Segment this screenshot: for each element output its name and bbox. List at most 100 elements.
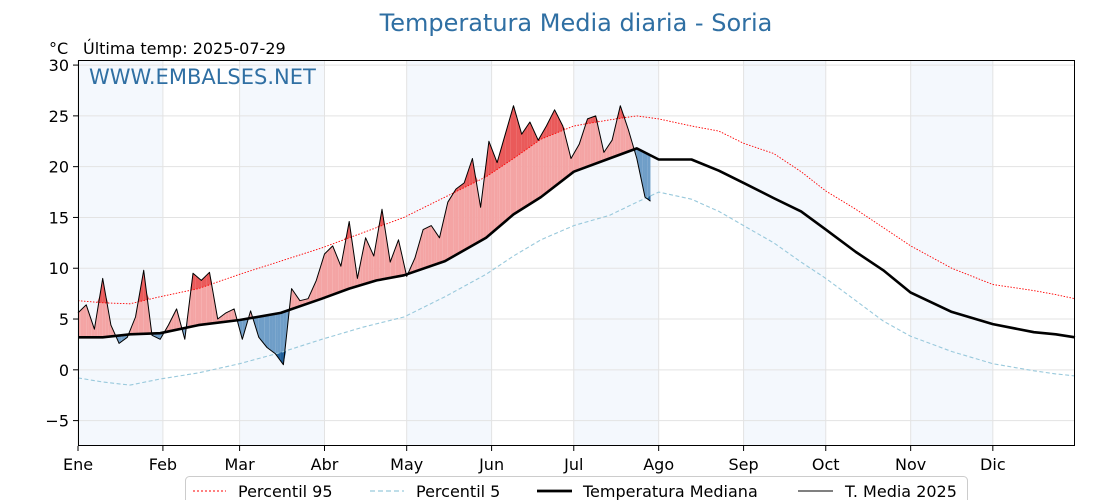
- fill-above-median: [494, 155, 498, 231]
- fill-above-median: [414, 248, 418, 272]
- fill-above-median: [458, 184, 462, 254]
- plot-frame: [78, 60, 1075, 446]
- x-tick-label: Ene: [63, 455, 93, 474]
- x-tick-label: Abr: [311, 455, 339, 474]
- fill-above-median: [595, 115, 599, 164]
- fill-above-p95: [376, 224, 380, 228]
- anomaly-fills: [78, 105, 651, 365]
- y-tick-label: 20: [49, 158, 69, 177]
- fill-below-median: [647, 153, 651, 202]
- fill-above-median: [497, 153, 500, 229]
- y-tick-label: 30: [49, 56, 69, 75]
- fill-above-p95: [543, 126, 547, 139]
- fill-above-median: [310, 286, 314, 303]
- fill-above-median: [461, 182, 465, 252]
- fill-above-p95: [494, 155, 498, 172]
- fill-above-median: [598, 128, 602, 163]
- fill-above-median: [590, 116, 593, 166]
- fill-above-p95: [508, 115, 511, 163]
- series-line-2: [78, 147, 1076, 339]
- fill-above-median: [609, 140, 613, 159]
- fill-above-p95: [195, 275, 199, 290]
- series-lines: [77, 105, 1076, 386]
- fill-above-median: [584, 118, 588, 168]
- fill-above-median: [412, 258, 415, 273]
- fill-above-p95: [140, 270, 144, 302]
- fill-above-median: [108, 309, 111, 337]
- fill-above-median: [546, 120, 550, 193]
- fill-above-p95: [203, 275, 207, 287]
- fill-above-median: [382, 209, 385, 280]
- fill-below-median: [272, 313, 276, 354]
- fill-above-median: [135, 301, 139, 335]
- fill-above-p95: [529, 121, 533, 147]
- grid-lines: [77, 60, 1075, 446]
- fill-below-median: [275, 313, 278, 358]
- fill-above-p95: [516, 115, 519, 157]
- fill-above-median: [579, 135, 582, 170]
- fill-above-median: [297, 296, 300, 308]
- fill-above-p95: [554, 109, 558, 134]
- fill-above-median: [428, 225, 432, 267]
- series-line-1: [77, 191, 1076, 386]
- x-tick-label: Dic: [980, 455, 1006, 474]
- fill-above-p95: [560, 120, 563, 132]
- month-bands: [78, 60, 993, 446]
- x-tick-label: May: [390, 455, 423, 474]
- fill-above-median: [623, 113, 626, 154]
- fill-above-median: [321, 254, 325, 299]
- fill-above-median: [387, 244, 391, 279]
- fill-above-median: [198, 278, 202, 326]
- fill-above-p95: [590, 116, 593, 124]
- fill-above-median: [601, 140, 604, 162]
- fill-above-p95: [513, 105, 517, 159]
- fill-above-p95: [466, 166, 470, 187]
- fill-above-median: [431, 225, 435, 266]
- fill-above-median: [455, 186, 459, 255]
- fill-above-median: [146, 291, 150, 334]
- x-tick-label: Sep: [729, 455, 759, 474]
- fill-above-p95: [510, 105, 514, 161]
- fill-above-p95: [592, 115, 596, 123]
- fill-above-median: [132, 316, 136, 335]
- fill-above-median: [420, 229, 424, 270]
- fill-below-median: [256, 316, 259, 338]
- fill-above-median: [565, 136, 569, 179]
- fill-above-median: [324, 251, 328, 298]
- fill-above-median: [453, 189, 456, 257]
- fill-above-median: [371, 249, 374, 283]
- fill-above-median: [612, 128, 615, 158]
- fill-below-median: [644, 152, 648, 200]
- legend-median-label: Temperatura Mediana: [582, 482, 758, 500]
- x-tick-label: Feb: [149, 455, 177, 474]
- fill-above-median: [327, 248, 330, 297]
- y-tick-label: 15: [49, 208, 69, 227]
- fill-above-median: [401, 251, 404, 276]
- fill-above-median: [80, 307, 84, 338]
- fill-above-median: [445, 202, 448, 262]
- fill-below-median: [239, 319, 243, 340]
- month-band: [743, 60, 826, 446]
- x-tick-label: Nov: [895, 455, 926, 474]
- fill-above-median: [392, 247, 396, 278]
- y-tick-label: −5: [45, 412, 69, 431]
- month-band: [78, 60, 163, 446]
- fill-above-median: [225, 311, 229, 322]
- fill-above-p95: [551, 109, 555, 135]
- fill-above-median: [351, 240, 355, 288]
- month-band: [573, 60, 659, 446]
- fill-above-median: [480, 185, 484, 241]
- fill-above-median: [335, 252, 339, 294]
- x-axis: Ene Feb Mar Abr May Jun Jul Ago Sep Oct Nov Dic: [63, 446, 1006, 474]
- fill-above-median: [475, 174, 478, 244]
- fill-above-p95: [206, 272, 210, 286]
- fill-above-median: [603, 148, 607, 161]
- fill-below-median: [258, 316, 262, 341]
- legend-box: [185, 476, 968, 500]
- x-tick-label: Mar: [225, 455, 256, 474]
- fill-above-p95: [524, 126, 528, 151]
- x-tick-label: Oct: [812, 455, 840, 474]
- fill-below-median: [266, 314, 270, 350]
- fill-above-median: [379, 209, 383, 280]
